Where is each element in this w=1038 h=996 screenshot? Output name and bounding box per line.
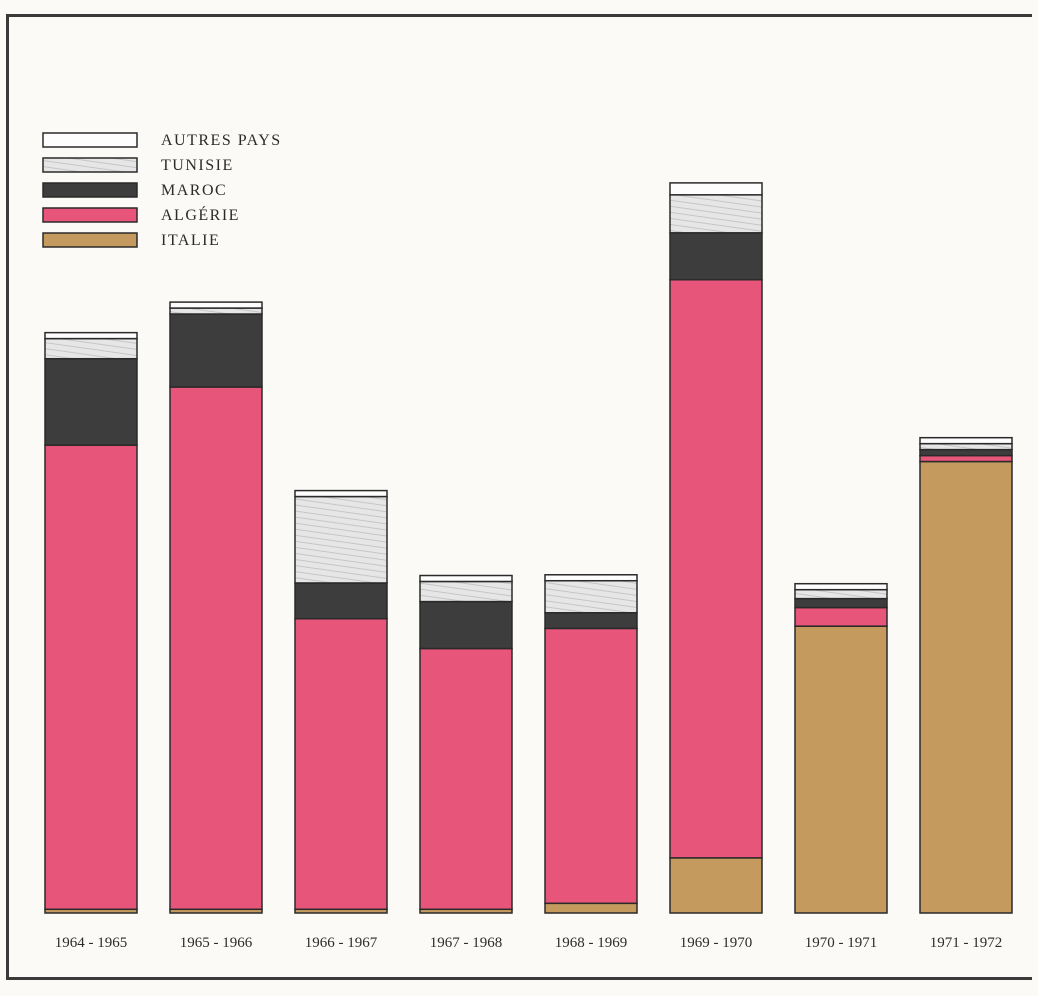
bar-segment-1969-1970-tunisie — [669, 194, 763, 234]
bar-segment-1968-1969-maroc — [544, 612, 638, 630]
legend-label-autres-pays: AUTRES PAYS — [161, 132, 282, 149]
x-tick-label: 1966 - 1967 — [305, 935, 378, 951]
bar-segment-1970-1971-maroc — [794, 597, 888, 609]
legend-swatch-italie — [42, 232, 138, 248]
bar-segment-1970-1971-italie — [794, 625, 888, 914]
bar-segment-1971-1972-algerie — [919, 454, 1013, 463]
bar-segment-1966-1967-tunisie — [294, 495, 388, 584]
legend-swatch-maroc — [42, 182, 138, 198]
bar-segment-1965-1966-algerie — [169, 386, 263, 911]
bar-segment-1969-1970-italie — [669, 857, 763, 914]
legend-swatch-autres-pays — [42, 132, 138, 148]
legend: AUTRES PAYS TUNISIE MAROC ALGÉRIE ITALIE — [42, 132, 282, 249]
bar-segment-1969-1970-autres-pays — [669, 182, 763, 196]
legend-label-italie: ITALIE — [161, 232, 220, 249]
bars-group — [44, 182, 1013, 914]
bar-segment-1970-1971-algerie — [794, 606, 888, 627]
bar-segment-1969-1970-algerie — [669, 279, 763, 859]
bar-segment-1970-1971-autres-pays — [794, 582, 888, 591]
bar-segment-1964-1965-maroc — [44, 357, 138, 446]
x-tick-label: 1971 - 1972 — [930, 935, 1003, 951]
bar-segment-1966-1967-autres-pays — [294, 489, 388, 498]
legend-swatch-tunisie — [42, 157, 138, 173]
x-tick-label: 1969 - 1970 — [680, 935, 753, 951]
x-tick-label: 1967 - 1968 — [430, 935, 503, 951]
x-tick-label: 1970 - 1971 — [805, 935, 878, 951]
bar-segment-1966-1967-maroc — [294, 582, 388, 620]
bar-segment-1964-1965-tunisie — [44, 337, 138, 360]
x-tick-label: 1965 - 1966 — [180, 935, 253, 951]
bar-segment-1967-1968-algerie — [419, 647, 513, 911]
bar-segment-1970-1971-tunisie — [794, 588, 888, 600]
legend-label-tunisie: TUNISIE — [161, 157, 234, 174]
bar-segment-1968-1969-autres-pays — [544, 574, 638, 582]
chart-frame — [6, 14, 1032, 980]
bar-segment-1964-1965-algerie — [44, 444, 138, 911]
bar-segment-1965-1966-tunisie — [169, 307, 263, 315]
bar-segment-1967-1968-maroc — [419, 600, 513, 650]
x-tick-labels: 1964 - 1965 1965 - 1966 1966 - 1967 1967 - … — [55, 935, 1003, 951]
bar-segment-1967-1968-autres-pays — [419, 574, 513, 583]
bar-segment-1971-1972-italie — [919, 460, 1013, 914]
bar-segment-1966-1967-algerie — [294, 617, 388, 911]
bar-segment-1965-1966-autres-pays — [169, 301, 263, 309]
x-tick-label: 1968 - 1969 — [555, 935, 628, 951]
bar-segment-1964-1965-autres-pays — [44, 331, 138, 340]
bar-segment-1965-1966-maroc — [169, 313, 263, 388]
legend-swatch-algerie — [42, 207, 138, 223]
bar-segment-1971-1972-maroc — [919, 448, 1013, 457]
bar-segment-1968-1969-algerie — [544, 627, 638, 905]
legend-label-maroc: MAROC — [161, 182, 227, 199]
bar-segment-1969-1970-maroc — [669, 232, 763, 281]
bar-segment-1968-1969-italie — [544, 902, 638, 914]
x-tick-label: 1964 - 1965 — [55, 935, 128, 951]
bar-segment-1971-1972-tunisie — [919, 442, 1013, 451]
bar-segment-1968-1969-tunisie — [544, 579, 638, 614]
bar-segment-1967-1968-tunisie — [419, 580, 513, 603]
legend-label-algerie: ALGÉRIE — [161, 205, 240, 224]
bar-segment-1971-1972-autres-pays — [919, 436, 1013, 445]
